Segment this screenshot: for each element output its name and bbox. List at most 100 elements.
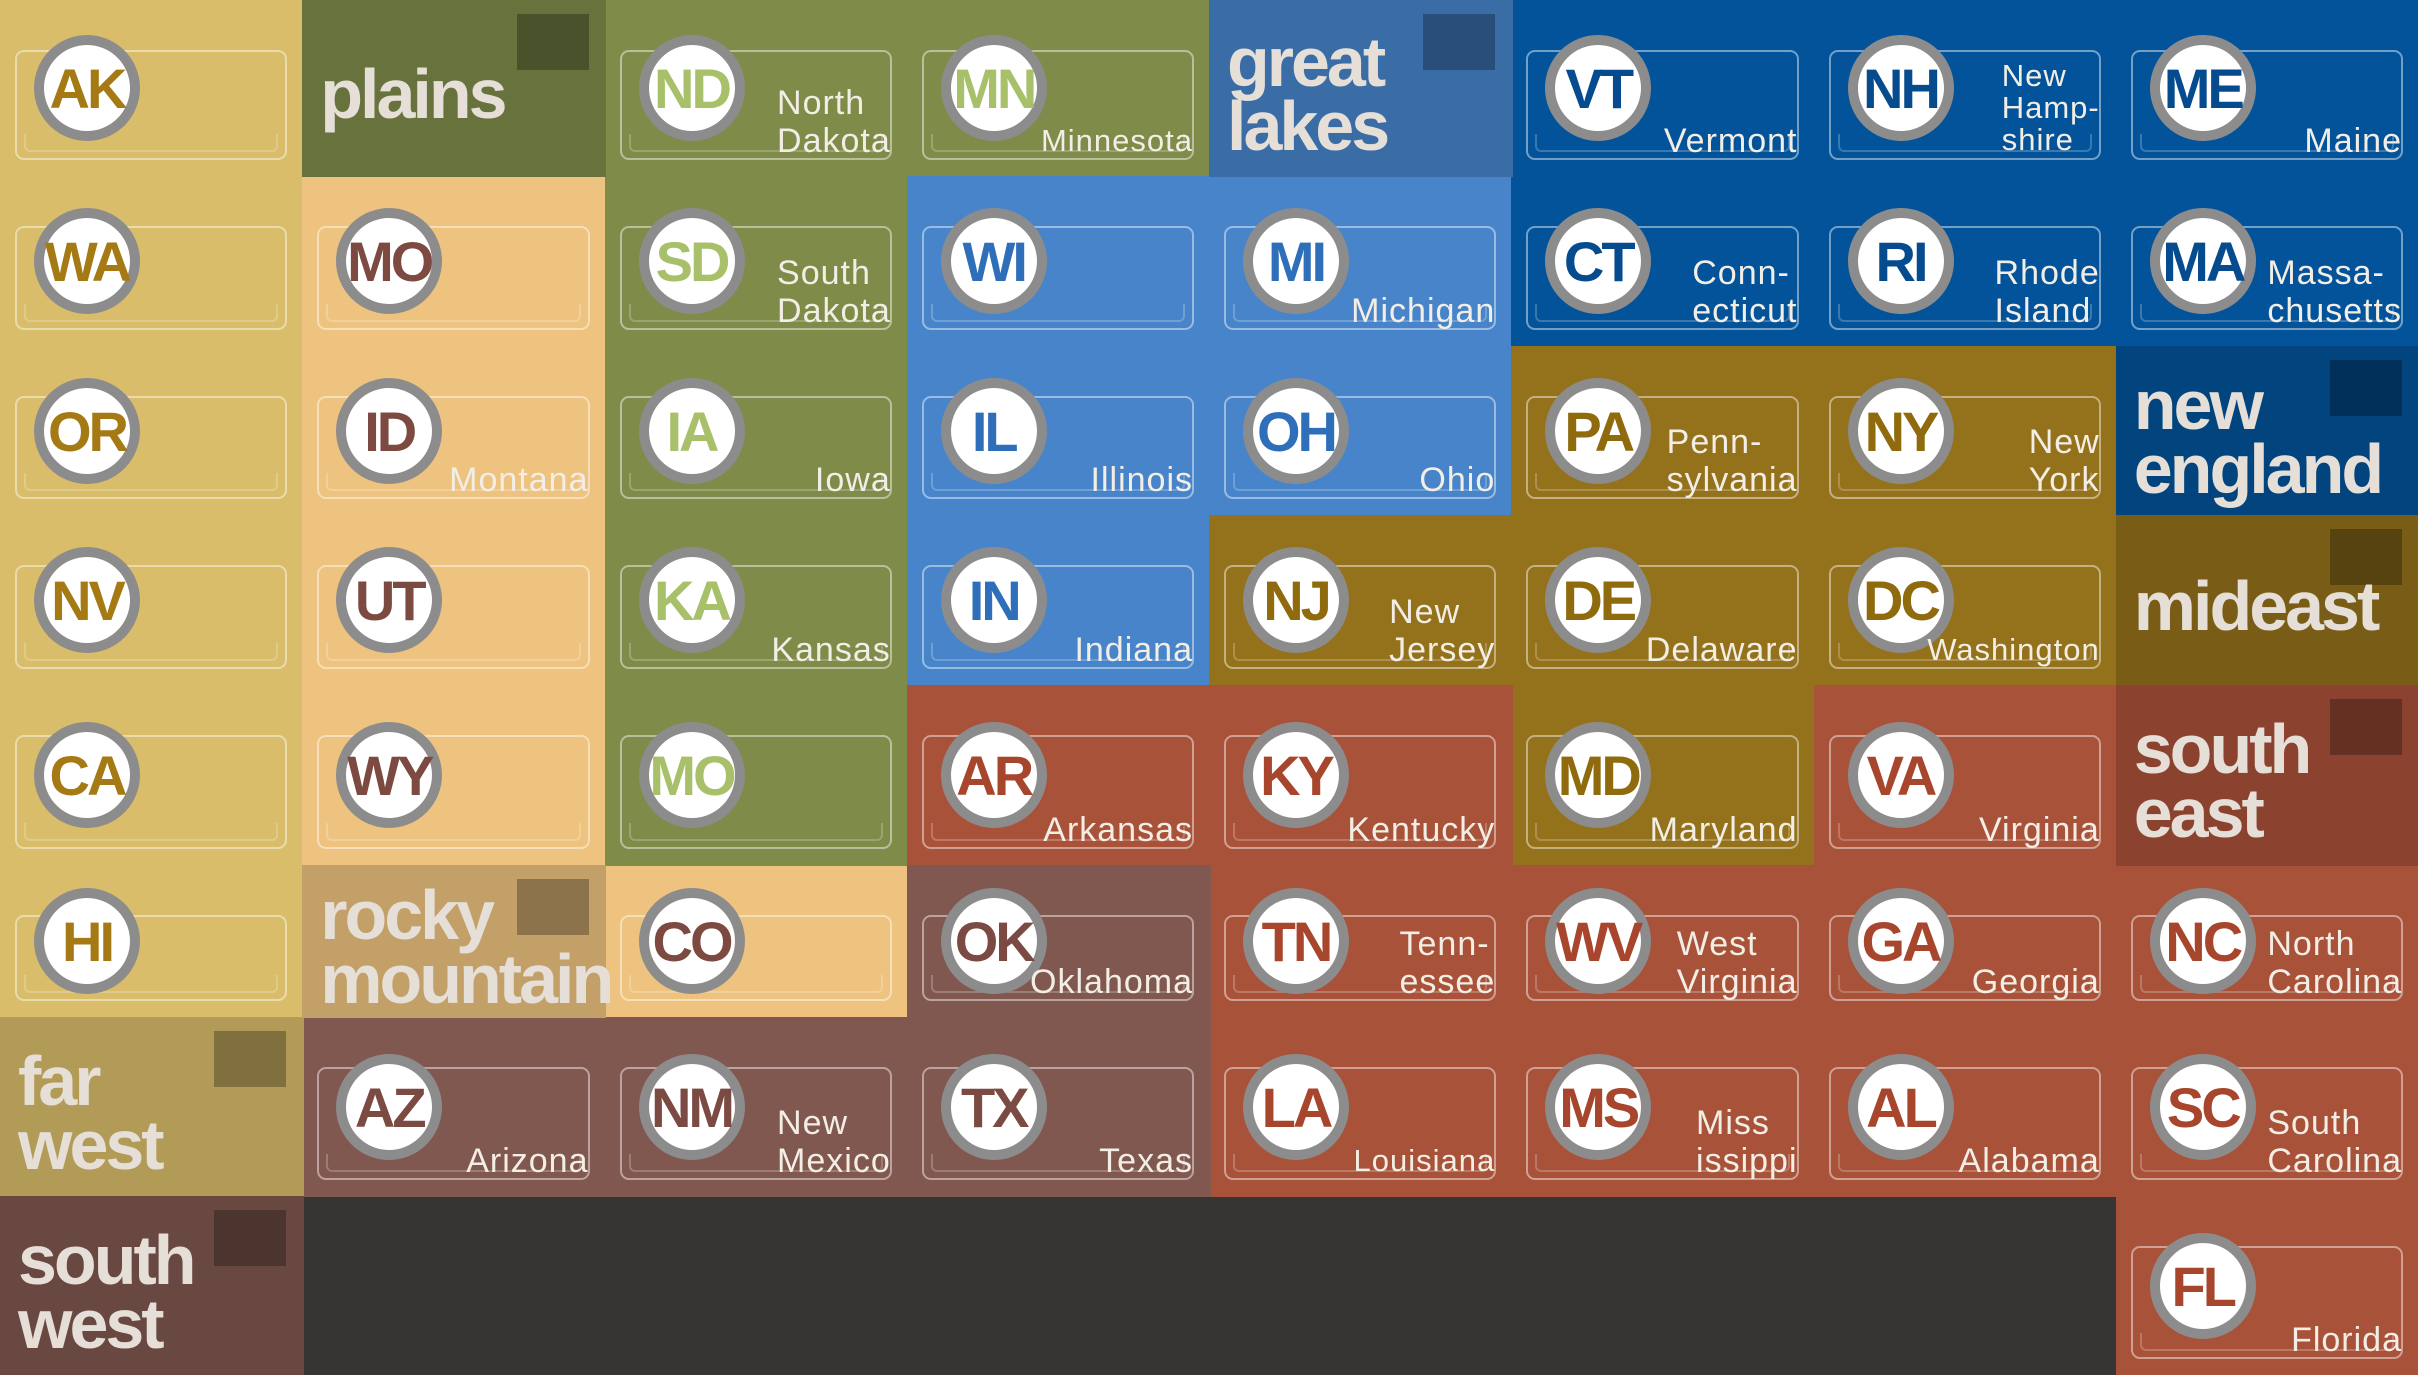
state-cell-ct: CT Conn- ecticut [1511,176,1813,346]
state-abbrev-badge: AZ [336,1054,443,1160]
region-label-greatlakes: great lakes [1227,23,1390,165]
state-name-label: Penn- sylvania [1666,423,1798,499]
state-cell-ia: IA Iowa [605,346,907,515]
state-abbrev-badge: NM [638,1054,745,1160]
state-name-label: New Hamp- shire [2001,58,2100,157]
state-cell-ky: KY Kentucky [1209,685,1511,865]
state-abbrev-badge: AL [1847,1054,1954,1160]
state-abbrev-badge: WY [336,722,443,828]
state-cell-wv: WV West Virginia [1511,865,1813,1017]
state-abbrev-badge: CT [1545,208,1652,314]
region-label-farwest: far west [18,1041,165,1184]
state-cell-il: IL Illinois [907,346,1209,515]
state-name-label: Vermont [1663,122,1798,160]
state-cell-nd: ND North Dakota [605,0,907,176]
state-abbrev-badge: OH [1243,378,1349,484]
state-name-label: South Carolina [2267,1104,2402,1180]
state-abbrev-badge: MA [2149,208,2256,314]
state-cell-ak: AK [0,0,302,176]
state-name-label: North Dakota [777,84,891,160]
state-cell-nm: NM New Mexico [605,1017,907,1196]
state-name-label: Kansas [771,631,891,669]
state-cell-va: VA Virginia [1814,685,2116,865]
state-abbrev-badge: SD [638,208,745,314]
state-abbrev-badge: IA [638,378,745,484]
state-abbrev-badge: DC [1847,547,1954,653]
state-name-label: Tenn- essee [1399,925,1496,1001]
state-name-label: Oklahoma [1030,963,1193,1001]
state-abbrev-badge: NH [1847,35,1954,141]
region-tab-mark [516,879,589,935]
state-cell-tx: TX Texas [907,1017,1209,1196]
state-name-label: Conn- ecticut [1692,254,1798,330]
state-abbrev-badge: MO [336,208,443,314]
state-abbrev-badge: MI [1243,208,1349,314]
state-abbrev-badge: WV [1545,888,1652,994]
state-name-label: Delaware [1645,631,1798,669]
state-name-label: Maine [2304,122,2402,160]
state-name-label: Virginia [1978,811,2100,849]
state-cell-nv: NV [0,515,302,685]
state-abbrev-badge: AR [940,722,1047,828]
state-name-label: Alabama [1958,1142,2100,1180]
region-tile-bg [2115,346,2418,516]
state-abbrev-badge: GA [1847,888,1954,994]
region-tab-mark [2330,360,2402,416]
state-abbrev-badge: OR [34,378,140,484]
region-tab-mark [214,1210,287,1266]
state-cell-ut: UT [302,515,604,685]
state-cell-hi: HI [0,865,302,1017]
state-abbrev-badge: WA [34,208,140,314]
state-cell-sc: SC South Carolina [2116,1017,2418,1196]
state-abbrev-badge: WI [940,208,1047,314]
state-cell-nc: NC North Carolina [2116,865,2418,1017]
state-cell-ca: CA [0,685,302,865]
state-cell-az: AZ Arizona [302,1017,604,1196]
state-abbrev-badge: IN [940,547,1047,653]
state-cell-md: MD Maryland [1511,685,1813,865]
state-abbrev-badge: CA [34,722,140,828]
state-name-label: South Dakota [777,254,891,330]
state-name-label: Massa- chusetts [2267,254,2402,330]
state-abbrev-badge: DE [1545,547,1652,653]
state-cell-wy: WY [302,685,604,865]
state-cell-ri: RI Rhode Island [1814,176,2116,346]
state-cell-wi: WI [907,176,1209,346]
state-cell-ms: MS Miss issippi [1511,1017,1813,1196]
state-cell-ny: NY New York [1814,346,2116,515]
state-cell-in: IN Indiana [907,515,1209,685]
state-name-label: New Mexico [777,1104,891,1180]
state-name-label: Washington [1927,632,2100,667]
state-cell-mn: MN Minnesota [907,0,1209,176]
state-abbrev-badge: ID [336,378,443,484]
state-name-label: West Virginia [1676,925,1798,1001]
state-cell-ga: GA Georgia [1814,865,2116,1017]
state-abbrev-badge: NV [34,547,140,653]
region-label-southeast: south east [2133,710,2313,852]
state-cell-ka: KA Kansas [605,515,907,685]
state-abbrev-badge: NJ [1243,547,1349,653]
state-name-label: New York [2028,423,2100,499]
state-name-label: Florida [2291,1321,2402,1359]
state-abbrev-badge: VA [1847,722,1954,828]
state-abbrev-badge: MO [638,722,745,828]
state-name-label: Kentucky [1347,811,1496,849]
state-cell-vt: VT Vermont [1511,0,1813,176]
region-tab-mark [2330,529,2402,585]
state-name-label: Georgia [1971,963,2100,1001]
state-abbrev-badge: KA [638,547,745,653]
state-abbrev-badge: LA [1243,1054,1349,1160]
state-name-label: Michigan [1351,292,1496,330]
state-abbrev-badge: SC [2149,1054,2256,1160]
state-cell-ar: AR Arkansas [907,685,1209,865]
region-tile-bg [2115,685,2418,866]
state-abbrev-badge: AK [34,35,140,141]
state-abbrev-badge: MN [940,35,1047,141]
state-cell-wa: WA [0,176,302,346]
state-abbrev-badge: CO [638,888,745,994]
state-cell-mo: MO [302,176,604,346]
state-abbrev-badge: NC [2149,888,2256,994]
state-abbrev-badge: IL [940,378,1047,484]
state-abbrev-badge: VT [1545,35,1652,141]
state-name-label: New Jersey [1389,593,1496,669]
